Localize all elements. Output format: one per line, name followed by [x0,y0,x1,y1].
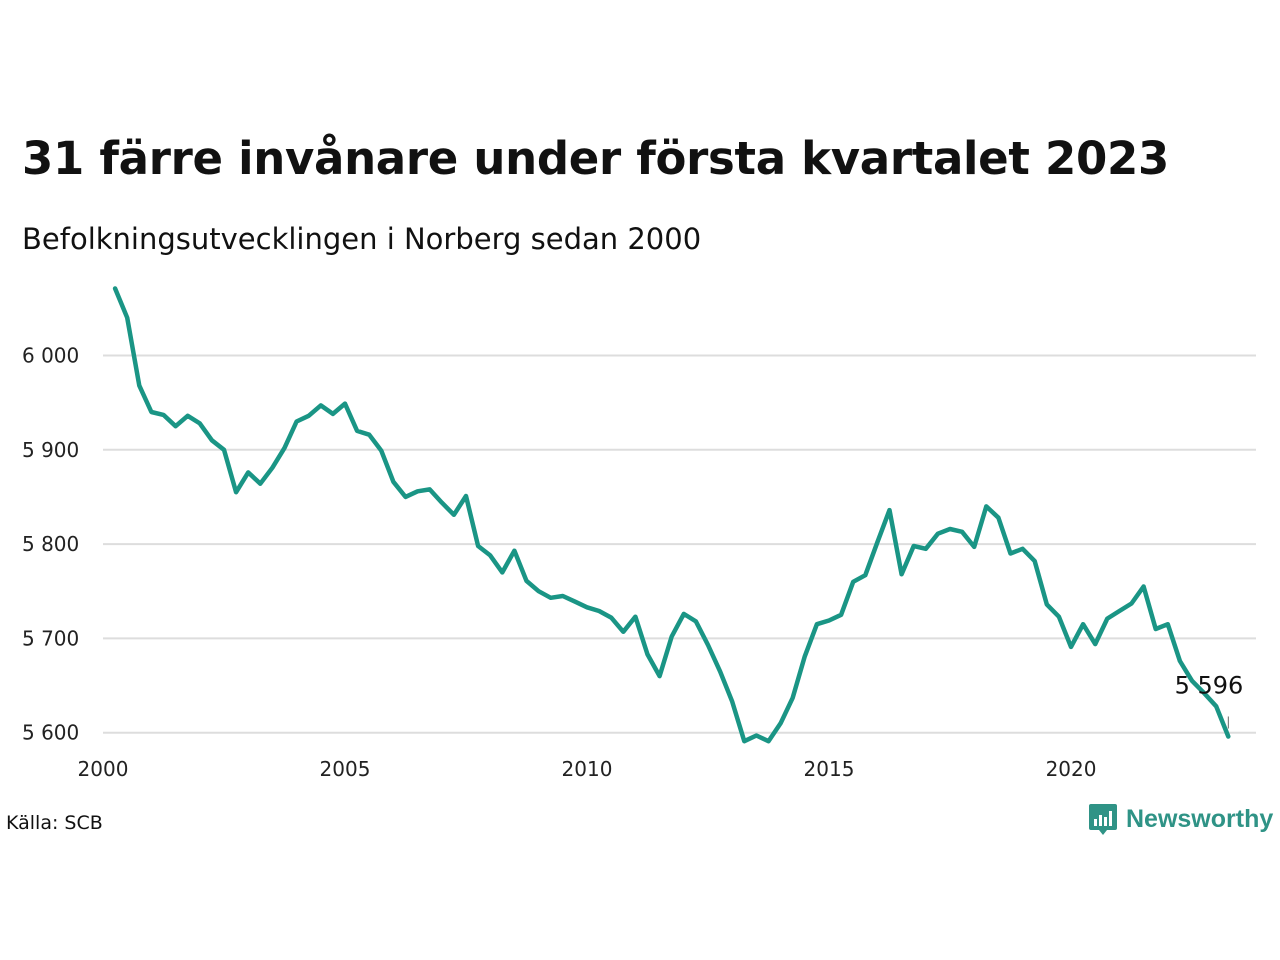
brand-logo[interactable]: Newsworthy [1088,802,1273,836]
x-tick-label: 2015 [804,757,855,781]
brand-name: Newsworthy [1126,804,1274,833]
series-line [112,286,1231,744]
source-note: Källa: SCB [6,812,103,834]
x-tick-label: 2020 [1046,757,1097,781]
x-axis-labels: 2000 2005 2010 2015 2020 [78,757,1097,781]
end-value-label: 5 596 [1175,671,1244,699]
y-tick-label: 6 000 [22,343,79,367]
y-axis-labels: 5 600 5 700 5 800 5 900 6 000 [22,343,79,744]
x-tick-label: 2005 [320,757,371,781]
chart-title: 31 färre invånare under första kvartalet… [22,132,1169,185]
annotation-layer: 5 596 [1175,671,1244,729]
x-tick-label: 2000 [78,757,129,781]
y-tick-label: 5 600 [22,721,79,745]
series-layer [112,286,1231,744]
chart-subtitle: Befolkningsutvecklingen i Norberg sedan … [22,222,702,256]
y-tick-label: 5 900 [22,438,79,462]
bar-chart-logo-icon [1089,804,1117,835]
y-tick-label: 5 800 [22,532,79,556]
gridlines [103,354,1256,734]
x-tick-label: 2010 [562,757,613,781]
y-tick-label: 5 700 [22,626,79,650]
